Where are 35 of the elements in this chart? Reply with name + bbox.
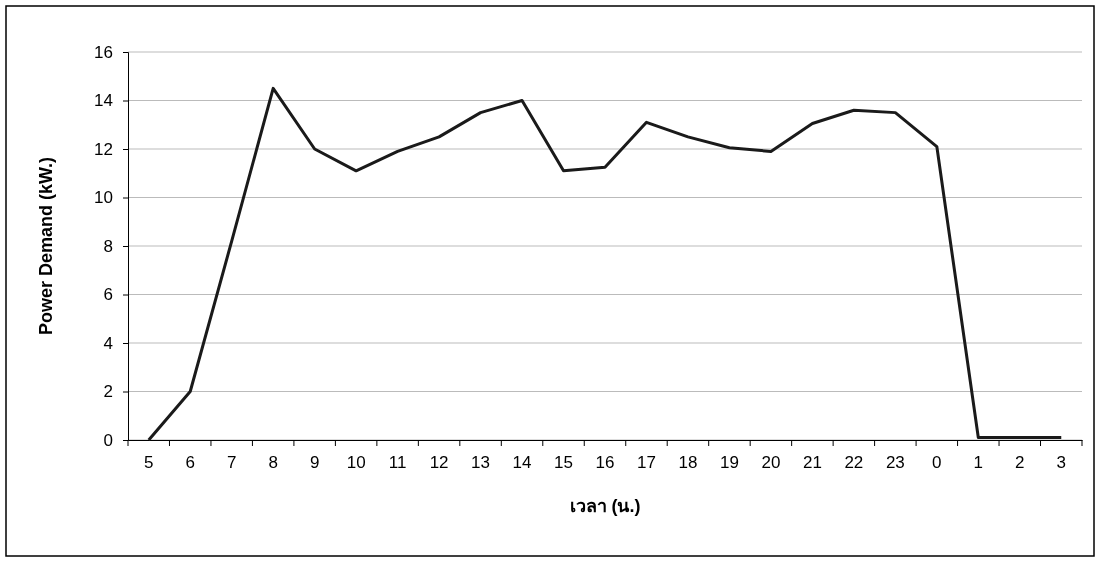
y-tick-label: 12 — [94, 139, 113, 159]
x-tick-label: 13 — [471, 453, 491, 473]
x-tick-label: 23 — [885, 453, 905, 473]
x-tick-label: 10 — [346, 453, 366, 473]
x-tick-label: 19 — [719, 453, 739, 473]
x-tick-label: 2 — [1015, 453, 1025, 473]
x-tick-label: 12 — [429, 453, 449, 473]
x-tick-label: 20 — [761, 453, 781, 473]
x-tick-label: 8 — [268, 453, 278, 473]
y-tick-label: 8 — [103, 236, 113, 256]
x-tick-label: 18 — [678, 453, 698, 473]
x-axis-title: เวลา (น.) — [569, 496, 641, 516]
x-tick-label: 9 — [309, 453, 320, 473]
x-tick-label: 22 — [844, 453, 864, 473]
x-tick-label: 5 — [144, 453, 154, 473]
line-series — [147, 86, 1063, 442]
y-axis-title: Power Demand (kW.) — [36, 156, 56, 336]
y-tick-label: 14 — [94, 91, 113, 111]
x-tick-label: 0 — [932, 453, 942, 473]
x-tick-label: 16 — [595, 453, 615, 473]
y-tick-label: 6 — [103, 285, 113, 305]
x-tick-label: 1 — [973, 453, 984, 473]
y-tick-label: 16 — [94, 42, 113, 62]
x-tick-label: 21 — [802, 453, 822, 473]
y-tick-label: 10 — [94, 188, 113, 208]
x-tick-label: 17 — [637, 453, 656, 473]
y-tick-label: 0 — [103, 430, 113, 450]
x-tick-label: 3 — [1056, 453, 1066, 473]
x-tick-label: 14 — [512, 453, 532, 473]
x-tick-label: 11 — [388, 453, 407, 473]
x-tick-label: 15 — [554, 453, 573, 473]
y-tick-label: 2 — [103, 382, 113, 402]
x-tick-label: 6 — [185, 453, 195, 473]
y-tick-label: 4 — [103, 333, 113, 353]
x-tick-label: 7 — [226, 453, 237, 473]
